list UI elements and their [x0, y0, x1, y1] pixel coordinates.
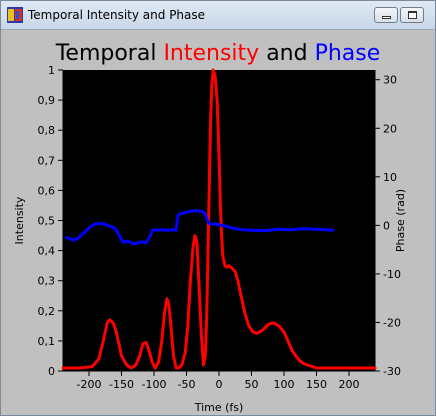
x-tick-label: 0 — [216, 378, 223, 391]
y-tick-label: 0,8 — [38, 124, 56, 137]
y-tick-label: 0,1 — [38, 335, 56, 348]
y-axis-label: Intensity — [13, 196, 26, 244]
y-tick-label: 1 — [48, 64, 55, 77]
chart-title-part: Intensity — [163, 41, 259, 66]
phase-line — [64, 209, 335, 246]
x-tick-label: 150 — [306, 378, 327, 391]
y2-tick-label: 10 — [383, 171, 397, 184]
y2-tick-label: -10 — [383, 268, 401, 281]
intensity-line — [61, 68, 377, 370]
chart-title-part: and — [259, 41, 314, 66]
plot-area: Temporal Intensity and Phase 0 0,1 0,2 0,3 0… — [1, 30, 435, 415]
y-tick-label: 0,2 — [38, 305, 56, 318]
x-axis-label: Time (fs) — [194, 401, 244, 414]
x-tick-label: 50 — [245, 378, 259, 391]
app-icon — [7, 7, 23, 23]
phase-axis: -30 -20 -10 0 10 20 30 — [374, 70, 401, 378]
y-tick-label: 0,6 — [38, 184, 56, 197]
y-tick-label: 0,3 — [38, 275, 56, 288]
x-tick-label: 200 — [339, 378, 360, 391]
maximize-button[interactable] — [400, 7, 424, 23]
chart-title-part: Phase — [315, 41, 381, 66]
y-tick-label: 0,5 — [38, 215, 56, 228]
y2-tick-label: -20 — [383, 316, 401, 329]
title-bar[interactable]: Temporal Intensity and Phase — [1, 1, 435, 30]
y2-tick-label: 30 — [383, 74, 397, 87]
x-tick-label: -200 — [77, 378, 102, 391]
x-tick-label: 100 — [274, 378, 295, 391]
minimize-button[interactable] — [374, 7, 398, 23]
x-tick-label: -150 — [109, 378, 134, 391]
chart-title-part: Temporal — [55, 41, 164, 66]
y2-axis-label: Phase (rad) — [394, 189, 407, 252]
y2-tick-label: 20 — [383, 122, 397, 135]
chart: Temporal Intensity and Phase 00,10,20,30… — [13, 41, 407, 414]
maximize-icon — [408, 11, 417, 19]
x-tick-label: -100 — [142, 378, 167, 391]
minimize-icon — [382, 16, 391, 19]
y-tick-label: 0 — [48, 365, 55, 378]
series-layer — [61, 68, 377, 370]
time-axis: -200 -150 -100 -50 0 50 100 150 200 — [63, 370, 375, 391]
y-tick-label: 0,7 — [38, 154, 56, 167]
intensity-axis: 0 0,1 0,2 0,3 0,4 0,5 0,6 0,7 0,8 0,9 1 — [38, 64, 64, 378]
chart-title: Temporal Intensity and Phase — [55, 41, 381, 66]
y-tick-label: 0,9 — [38, 94, 56, 107]
y-tick-label: 0,4 — [38, 245, 56, 258]
y2-tick-label: -30 — [383, 365, 401, 378]
x-tick-label: -50 — [178, 378, 196, 391]
window-title: Temporal Intensity and Phase — [28, 8, 206, 22]
y2-tick-label: 0 — [383, 219, 390, 232]
